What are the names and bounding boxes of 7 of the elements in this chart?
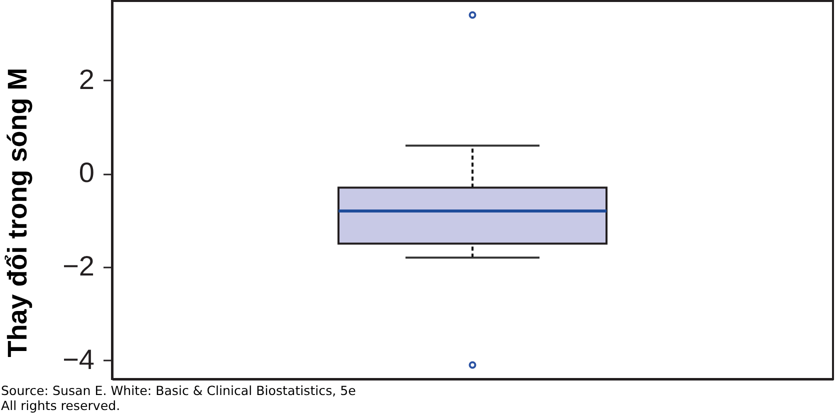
y-tick-label: 0 — [78, 157, 94, 188]
y-tick-label: −4 — [62, 344, 94, 375]
source-note: Source: Susan E. White: Basic & Clinical Biostatistics, 5e — [1, 383, 356, 398]
y-tick-label: 2 — [78, 64, 94, 95]
y-tick-label: −2 — [62, 250, 94, 282]
text: All rights reserved. — [1, 398, 120, 413]
y-axis-title: Thay đổi trong sóng M — [2, 68, 32, 358]
